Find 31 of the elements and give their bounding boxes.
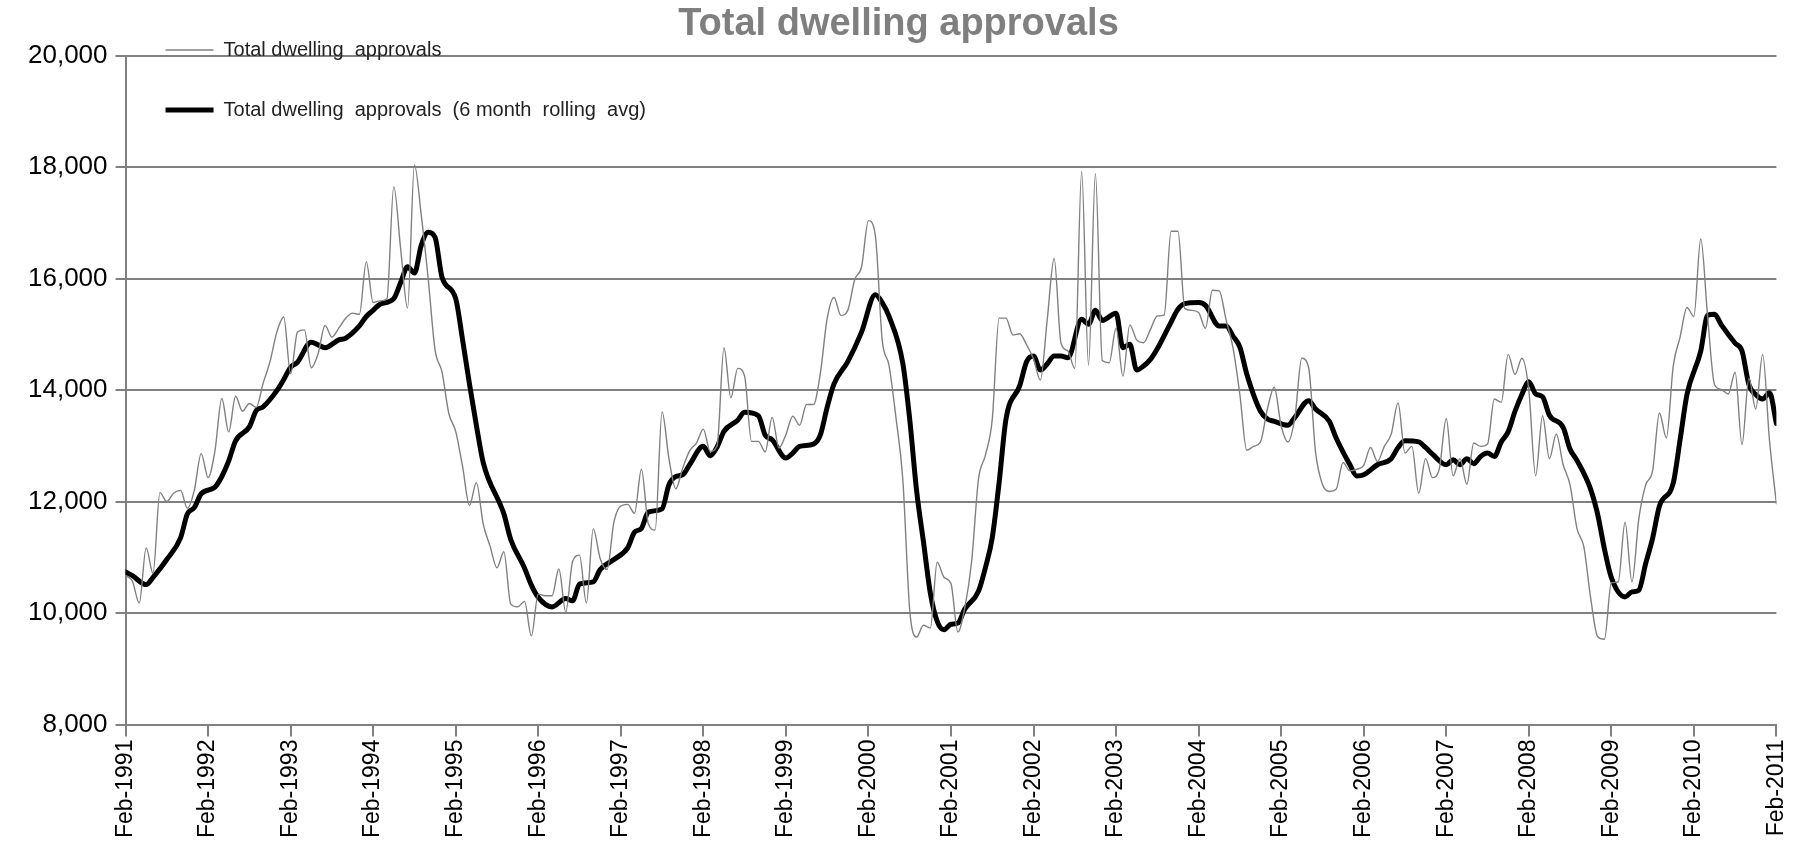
x-tick-label: Feb-1996 bbox=[523, 739, 550, 839]
x-tick-label: Feb-2005 bbox=[1266, 739, 1293, 839]
y-tick-label: 8,000 bbox=[42, 707, 108, 738]
x-tick-label: Feb-2003 bbox=[1101, 739, 1128, 839]
y-tick-label: 10,000 bbox=[27, 596, 108, 627]
x-tick-label: Feb-2008 bbox=[1514, 739, 1541, 839]
x-tick-label: Feb-2001 bbox=[936, 739, 963, 839]
x-tick-label: Feb-2009 bbox=[1596, 739, 1623, 839]
y-tick-label: 20,000 bbox=[27, 38, 108, 69]
y-tick-label: 18,000 bbox=[27, 150, 108, 181]
x-tick-label: Feb-2010 bbox=[1679, 739, 1706, 839]
x-tick-label: Feb-1991 bbox=[110, 739, 137, 839]
legend-label: Total dwelling approvals bbox=[223, 37, 442, 60]
x-tick-label: Feb-2000 bbox=[853, 739, 880, 839]
x-tick-label: Feb-1992 bbox=[193, 739, 220, 839]
chart-title: Total dwelling approvals bbox=[678, 1, 1119, 44]
x-tick-label: Feb-1994 bbox=[358, 739, 385, 839]
x-tick-label: Feb-2011 bbox=[1761, 739, 1788, 837]
x-tick-label: Feb-1997 bbox=[606, 739, 633, 839]
y-tick-label: 16,000 bbox=[27, 261, 108, 292]
x-tick-label: Feb-1995 bbox=[441, 739, 468, 839]
x-tick-label: Feb-2004 bbox=[1183, 739, 1210, 839]
x-tick-label: Feb-1999 bbox=[771, 739, 798, 839]
legend-label: Total dwelling approvals (6 month rolling avg) bbox=[223, 97, 646, 120]
x-tick-label: Feb-2006 bbox=[1349, 739, 1376, 839]
x-tick-label: Feb-2007 bbox=[1431, 739, 1458, 839]
x-tick-label: Feb-2002 bbox=[1018, 739, 1045, 839]
y-tick-label: 12,000 bbox=[27, 484, 108, 515]
x-tick-label: Feb-1998 bbox=[688, 739, 715, 839]
y-tick-label: 14,000 bbox=[27, 373, 108, 404]
x-tick-label: Feb-1993 bbox=[275, 739, 302, 839]
